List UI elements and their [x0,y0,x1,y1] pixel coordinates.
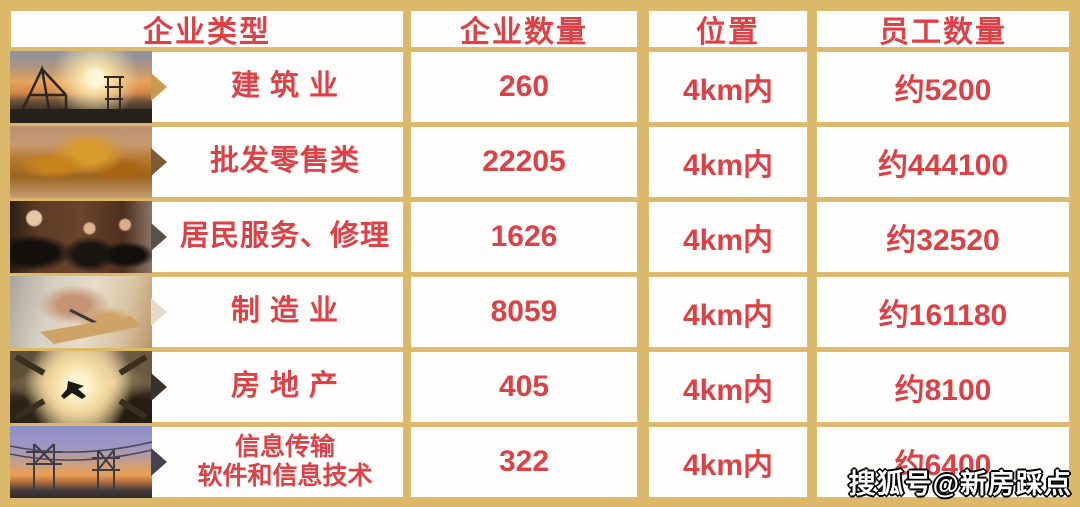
power-transmission-towers-photo [10,426,152,498]
row-type-label: 建 筑 业 [230,70,340,103]
row-type-label: 居民服务、修理 [179,220,390,253]
realestate-location-cell: 4km内 [648,351,808,423]
employees-value: 约6400 [894,449,992,482]
construction-employees-cell: 约5200 [816,51,1070,123]
wholesale-location-cell: 4km内 [648,126,808,198]
row-type-label: 信息传输 软件和信息技术 [197,433,373,490]
table-row-realestate-type-cell: 房 地 产 [10,351,404,423]
count-value: 260 [498,70,550,103]
header-employee-count: 员工数量 [816,10,1070,49]
employees-value: 约32520 [886,224,1000,257]
employees-value: 约8100 [894,374,992,407]
count-value: 22205 [482,145,566,178]
location-value: 4km内 [682,74,774,107]
wholesale-count-cell: 22205 [410,126,638,198]
photo-callout-arrow [151,373,167,401]
employees-value: 约161180 [878,299,1008,332]
header-enterprise-count: 企业数量 [410,10,638,49]
manufacturing-employees-cell: 约161180 [816,276,1070,348]
employees-value: 约5200 [894,74,992,107]
row-type-label: 房 地 产 [230,370,340,403]
photo-callout-arrow [151,73,167,101]
photo-callout-arrow [151,148,167,176]
construction-count-cell: 260 [410,51,638,123]
skyscrapers-airplane-view-photo [10,351,152,423]
it-count-cell: 322 [410,426,638,498]
it-location-cell: 4km内 [648,426,808,498]
sohu-account-watermark: 搜狐号@新房踩点 [848,469,1072,499]
services-location-cell: 4km内 [648,201,808,273]
header-employee-count-label: 员工数量 [879,16,1007,49]
cooked-food-platter-photo [10,126,152,198]
services-employees-cell: 约32520 [816,201,1070,273]
woodworking-hands-photo [10,276,152,348]
construction-site-sunset-photo [10,51,152,123]
row-type-label: 批发零售类 [209,145,360,178]
formal-service-staff-photo [10,201,152,273]
count-value: 1626 [490,220,558,253]
realestate-count-cell: 405 [410,351,638,423]
table-row-it-type-cell: 信息传输 软件和信息技术 [10,426,404,498]
it-employees-cell: 约6400 [816,426,1070,498]
count-value: 8059 [490,295,558,328]
photo-callout-arrow [151,448,167,476]
construction-location-cell: 4km内 [648,51,808,123]
photo-callout-arrow [151,298,167,326]
manufacturing-count-cell: 8059 [410,276,638,348]
header-enterprise-count-label: 企业数量 [460,16,588,49]
services-count-cell: 1626 [410,201,638,273]
header-enterprise-type: 企业类型 [10,10,404,49]
table-row-manufacturing-type-cell: 制 造 业 [10,276,404,348]
wholesale-employees-cell: 约444100 [816,126,1070,198]
table-row-services-type-cell: 居民服务、修理 [10,201,404,273]
location-value: 4km内 [682,449,774,482]
location-value: 4km内 [682,374,774,407]
header-location-label: 位置 [696,16,760,49]
table-row-construction-type-cell: 建 筑 业 [10,51,404,123]
employees-value: 约444100 [877,149,1009,182]
photo-callout-arrow [151,223,167,251]
count-value: 405 [498,370,550,403]
location-value: 4km内 [682,224,774,257]
table-row-wholesale-type-cell: 批发零售类 [10,126,404,198]
row-type-label: 制 造 业 [230,295,340,328]
location-value: 4km内 [682,299,774,332]
header-enterprise-type-label: 企业类型 [143,16,271,49]
header-location: 位置 [648,10,808,49]
location-value: 4km内 [682,149,774,182]
manufacturing-location-cell: 4km内 [648,276,808,348]
count-value: 322 [498,445,550,478]
realestate-employees-cell: 约8100 [816,351,1070,423]
